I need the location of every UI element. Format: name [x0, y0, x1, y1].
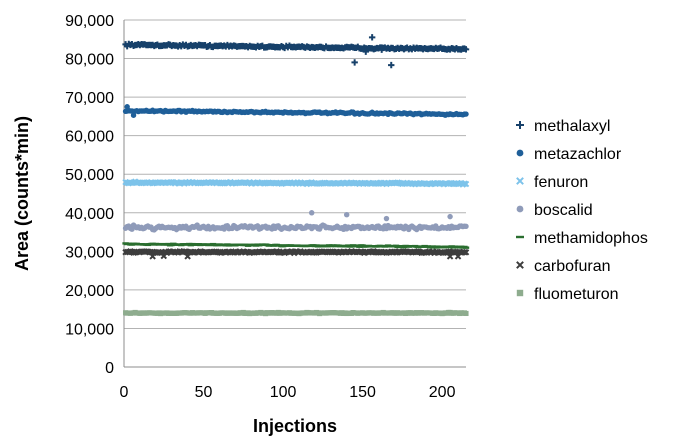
- legend-label: fluometuron: [534, 286, 619, 303]
- legend-marker: [516, 177, 524, 185]
- y-tick-label: 80,000: [65, 52, 114, 69]
- data-point: [462, 46, 470, 53]
- data-point-outlier: [160, 252, 168, 260]
- legend-item-boscalid: boscalid: [516, 202, 593, 219]
- series-metazachlor: [122, 104, 469, 118]
- data-point-outlier: [343, 211, 350, 218]
- legend: methalaxyl metazachlor fenuron boscalid meth…: [516, 118, 648, 303]
- data-points: [122, 34, 470, 317]
- series-carbofuran: [122, 248, 470, 260]
- data-point-outlier: [368, 34, 376, 41]
- data-point: [462, 249, 470, 256]
- data-point-outlier: [351, 59, 358, 66]
- legend-label: methamidophos: [534, 230, 648, 247]
- data-point-outlier: [149, 253, 156, 260]
- legend-marker: [516, 235, 524, 239]
- data-point: [461, 248, 468, 256]
- legend-label: carbofuran: [534, 258, 611, 275]
- x-tick-label: 200: [429, 384, 456, 401]
- legend-item-fluometuron: fluometuron: [516, 286, 619, 303]
- x-tick-label: 150: [349, 384, 376, 401]
- data-point-outlier: [446, 253, 454, 260]
- series-methamidophos: [122, 242, 470, 249]
- series-fluometuron: [123, 309, 469, 317]
- data-point: [356, 245, 363, 248]
- series-fenuron: [122, 178, 470, 188]
- data-point: [462, 180, 470, 188]
- data-point: [463, 310, 469, 317]
- x-axis-title: Injections: [253, 416, 337, 436]
- data-point: [463, 111, 469, 117]
- x-tick-label: 100: [270, 384, 297, 401]
- legend-item-methalaxyl: methalaxyl: [516, 118, 610, 135]
- y-tick-label: 30,000: [65, 244, 114, 261]
- legend-marker: [516, 261, 524, 269]
- data-point-outlier: [130, 112, 137, 118]
- y-tick-label: 70,000: [65, 90, 114, 107]
- legend-label: boscalid: [534, 202, 593, 219]
- legend-marker: [516, 149, 524, 157]
- data-point-outlier: [454, 253, 462, 260]
- x-tick-label: 50: [195, 384, 213, 401]
- y-tick-label: 60,000: [65, 129, 114, 146]
- y-tick-label: 90,000: [65, 13, 114, 30]
- legend-label: metazachlor: [534, 146, 622, 163]
- axes: 0 10,000 20,000 30,000 40,000 50,000 60,000 70,…: [65, 13, 466, 401]
- y-tick-label: 20,000: [65, 283, 114, 300]
- series-boscalid: [122, 210, 469, 233]
- data-point-outlier: [362, 48, 369, 55]
- data-point: [462, 246, 470, 249]
- data-point-outlier: [388, 61, 395, 69]
- legend-label: methalaxyl: [534, 118, 610, 135]
- data-point-outlier: [124, 104, 130, 110]
- legend-marker: [516, 121, 524, 129]
- data-point-outlier: [184, 253, 191, 260]
- legend-marker: [516, 289, 524, 297]
- data-point: [463, 223, 469, 230]
- data-point-outlier: [383, 215, 390, 222]
- y-tick-label: 10,000: [65, 321, 114, 338]
- y-tick-label: 50,000: [65, 167, 114, 184]
- gridlines: [124, 19, 466, 329]
- data-point-outlier: [447, 213, 453, 220]
- data-point-outlier: [378, 46, 385, 53]
- series-methalaxyl: [122, 34, 470, 69]
- legend-marker: [516, 205, 524, 213]
- legend-item-carbofuran: carbofuran: [516, 258, 611, 275]
- y-axis-title: Area (counts*min): [12, 116, 32, 271]
- legend-label: fenuron: [534, 174, 588, 191]
- legend-item-methamidophos: methamidophos: [516, 230, 648, 247]
- y-tick-label: 0: [105, 360, 114, 377]
- x-tick-label: 0: [120, 384, 129, 401]
- y-tick-label: 40,000: [65, 206, 114, 223]
- legend-item-metazachlor: metazachlor: [516, 146, 622, 163]
- data-point-outlier: [308, 210, 315, 216]
- legend-item-fenuron: fenuron: [516, 174, 588, 191]
